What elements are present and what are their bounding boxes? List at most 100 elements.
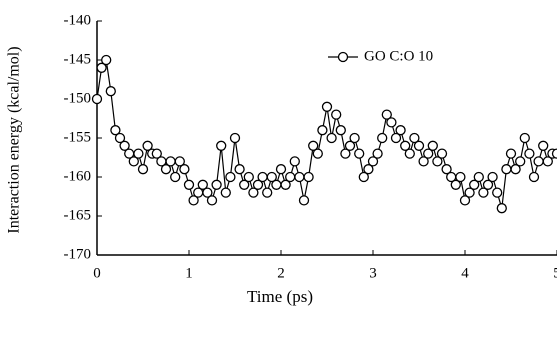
marker — [367, 156, 379, 167]
marker — [469, 179, 480, 190]
marker — [459, 195, 471, 206]
y-tick-label: -145 — [64, 51, 92, 67]
marker — [262, 187, 273, 198]
marker — [390, 132, 402, 144]
marker — [409, 132, 420, 144]
marker — [317, 125, 328, 136]
marker — [105, 86, 116, 97]
marker — [179, 164, 190, 175]
marker — [501, 164, 512, 175]
marker — [335, 125, 346, 136]
marker — [344, 140, 356, 151]
marker — [211, 179, 222, 190]
marker — [110, 125, 121, 136]
marker — [114, 132, 126, 144]
marker — [308, 140, 319, 151]
marker — [331, 109, 342, 120]
marker — [492, 187, 503, 198]
x-tick-label: 3 — [369, 265, 377, 281]
y-tick-label: -160 — [64, 168, 92, 184]
marker — [202, 187, 213, 198]
marker — [354, 148, 365, 159]
marker — [441, 164, 452, 175]
x-tick-label: 1 — [185, 265, 193, 281]
marker — [216, 140, 227, 151]
marker — [349, 132, 360, 144]
marker — [225, 171, 236, 183]
marker — [298, 195, 310, 206]
marker — [142, 140, 153, 151]
marker — [271, 179, 282, 190]
marker — [266, 171, 277, 183]
marker — [381, 109, 392, 120]
marker — [473, 171, 484, 183]
marker — [312, 148, 323, 159]
y-tick-label: -155 — [64, 129, 92, 145]
marker — [358, 171, 369, 183]
marker — [248, 187, 259, 198]
legend-label: GO C:O 10 — [364, 48, 433, 64]
marker — [418, 156, 429, 167]
marker — [386, 117, 397, 128]
marker — [510, 164, 521, 175]
marker — [533, 156, 544, 167]
marker — [303, 171, 314, 183]
marker — [257, 171, 268, 183]
marker — [372, 148, 383, 159]
marker — [400, 140, 411, 151]
marker — [436, 148, 448, 159]
marker — [482, 179, 494, 190]
x-tick-label: 5 — [553, 265, 557, 281]
marker — [128, 156, 139, 167]
marker — [413, 140, 425, 151]
marker — [321, 101, 333, 112]
marker — [427, 140, 438, 151]
marker — [551, 148, 557, 159]
marker — [206, 195, 218, 206]
x-tick-label: 4 — [461, 265, 469, 281]
marker — [515, 156, 526, 167]
marker — [455, 171, 466, 183]
marker — [340, 148, 351, 159]
y-tick-label: -150 — [64, 90, 92, 106]
marker — [285, 171, 296, 183]
marker — [478, 187, 489, 198]
marker — [91, 93, 103, 105]
y-axis-label: Interaction energy (kcal/mol) — [6, 46, 23, 233]
marker — [239, 179, 250, 190]
marker — [363, 164, 374, 175]
x-axis-label: Time (ps) — [247, 287, 313, 306]
x-tick-label: 2 — [277, 265, 285, 281]
marker — [487, 171, 498, 183]
marker — [505, 148, 517, 159]
marker — [165, 156, 176, 167]
marker — [137, 164, 149, 175]
marker — [170, 171, 181, 183]
y-tick-label: -140 — [64, 12, 92, 28]
marker — [450, 179, 461, 190]
marker — [538, 140, 549, 151]
marker — [160, 164, 172, 175]
x-tick-label: 0 — [93, 265, 101, 281]
marker — [275, 164, 287, 175]
marker — [229, 132, 241, 144]
marker — [183, 179, 195, 190]
marker — [280, 179, 291, 190]
marker — [404, 148, 415, 159]
marker — [377, 132, 388, 144]
marker — [528, 171, 540, 183]
marker — [542, 156, 553, 167]
marker — [326, 132, 337, 144]
marker — [519, 132, 530, 144]
y-tick-label: -170 — [64, 246, 92, 262]
y-tick-label: -165 — [64, 207, 92, 223]
marker — [96, 62, 107, 73]
marker — [524, 148, 535, 159]
marker — [151, 148, 162, 159]
marker — [395, 125, 406, 136]
marker — [119, 140, 130, 151]
marker — [174, 156, 185, 167]
marker — [289, 156, 300, 167]
